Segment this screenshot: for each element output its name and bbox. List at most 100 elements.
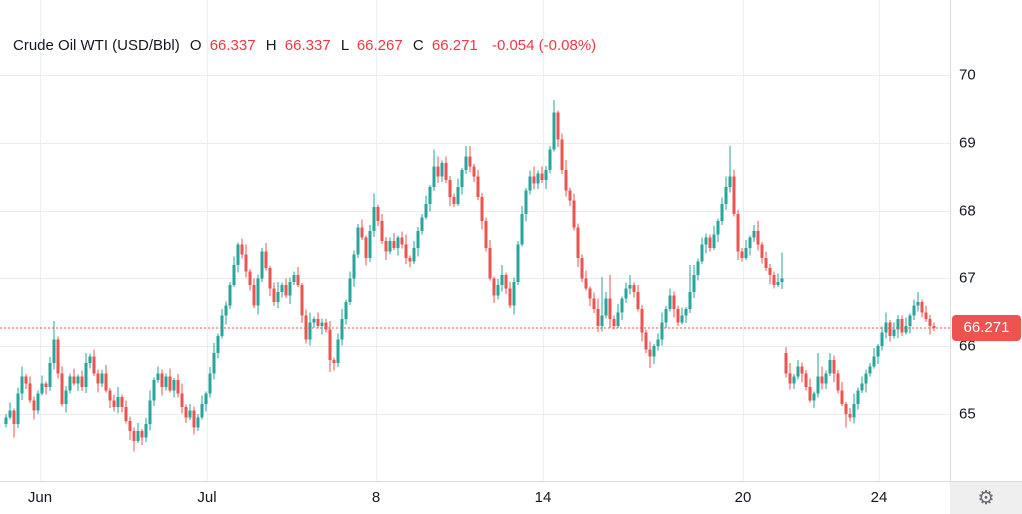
candle-body [84,363,88,387]
candle-body [692,275,696,292]
candle-body [300,285,304,316]
candle-body [244,254,248,272]
settings-button[interactable]: ⚙ [971,487,1000,510]
candle-body [60,373,64,404]
candle-body [380,220,384,242]
candle-body [332,359,336,364]
candle-body [556,112,560,140]
candle-body [492,278,496,296]
candle-body [272,288,276,303]
candle-body [648,349,652,357]
candle-body [640,308,644,333]
candle-body [788,373,792,384]
candlestick-svg [0,0,950,481]
candle-body [528,176,532,191]
candle-body [20,376,24,394]
candle-body [352,254,356,279]
candle-body [172,380,176,391]
candle-body [864,373,868,384]
candle-body [464,156,468,170]
candle-body [604,298,608,316]
candle-body [268,268,272,289]
candle-body [716,220,720,235]
candle-body [928,319,932,326]
candle-body [912,305,916,316]
candle-body [416,230,420,248]
gridline-vertical [879,0,880,481]
candle-body [752,230,756,238]
candle-body [564,169,568,191]
candle-body [628,285,632,289]
candle-body [448,180,452,198]
candle-body [436,166,440,177]
candle-body [660,322,664,340]
candle-body [284,285,288,296]
chart-plot-area[interactable]: Crude Oil WTI (USD/Bbl) O 66.337 H 66.33… [0,0,950,481]
candle-body [504,275,508,289]
candle-body [280,285,284,292]
candle-body [360,227,364,238]
candle-body [544,169,548,181]
price-tick-label: 67 [959,269,976,287]
time-axis[interactable]: Jun Jul 8 14 20 24 [0,481,950,514]
price-axis[interactable]: 65 66 67 68 69 70 66.271 [950,0,1022,481]
gridline-vertical [743,0,744,481]
gridline-vertical [40,0,41,481]
candle-body [880,332,884,347]
time-tick-label: 8 [371,489,381,506]
candle-body [456,186,460,204]
candle-body [580,258,584,279]
candle-body [672,295,676,309]
symbol-name[interactable]: Crude Oil WTI (USD/Bbl) [13,37,180,54]
candle-body [868,366,872,374]
candle-body [164,376,168,387]
candle-body [248,271,252,286]
gridline-horizontal [0,75,950,76]
candle-body [228,285,232,306]
candle-body [584,278,588,289]
candle-body [68,376,72,391]
candle-body [368,230,372,259]
candle-body [340,319,344,340]
candle-body [148,400,152,425]
candle-body [796,366,800,377]
candle-body [444,163,448,181]
candle-body [708,237,712,248]
candle-body [728,176,732,187]
candle-body [616,312,620,326]
candle-body [768,268,772,276]
gridline-horizontal [0,278,950,279]
price-tick-label: 65 [959,405,976,423]
candle-body [712,234,716,248]
candle-body [812,393,816,401]
candle-body [524,190,528,214]
candle-body [624,288,628,299]
candle-body [124,407,128,421]
candle-body [48,363,52,387]
candle-wick [689,264,691,313]
candle-body [424,203,428,218]
candle-body [608,298,612,320]
candle-body [800,366,804,374]
candle-body [348,278,352,303]
low-value: 66.267 [356,37,403,54]
high-label: H [265,37,277,54]
candle-body [216,336,220,353]
candle-body [28,383,32,401]
candle-body [884,322,888,333]
ohlc-legend: Crude Oil WTI (USD/Bbl) O 66.337 H 66.33… [13,37,596,54]
candle-body [844,403,848,414]
candle-wick [845,401,847,428]
candle-wick [781,252,783,290]
candle-body [144,424,148,438]
candle-body [16,393,20,425]
candle-body [288,281,292,296]
gridline-vertical [543,0,544,481]
candle-body [828,359,832,374]
candle-body [696,261,700,276]
open-label: O [189,37,202,54]
candle-body [396,237,400,248]
price-tick-label: 68 [959,202,976,220]
candle-body [860,383,864,391]
candle-body [324,322,328,330]
